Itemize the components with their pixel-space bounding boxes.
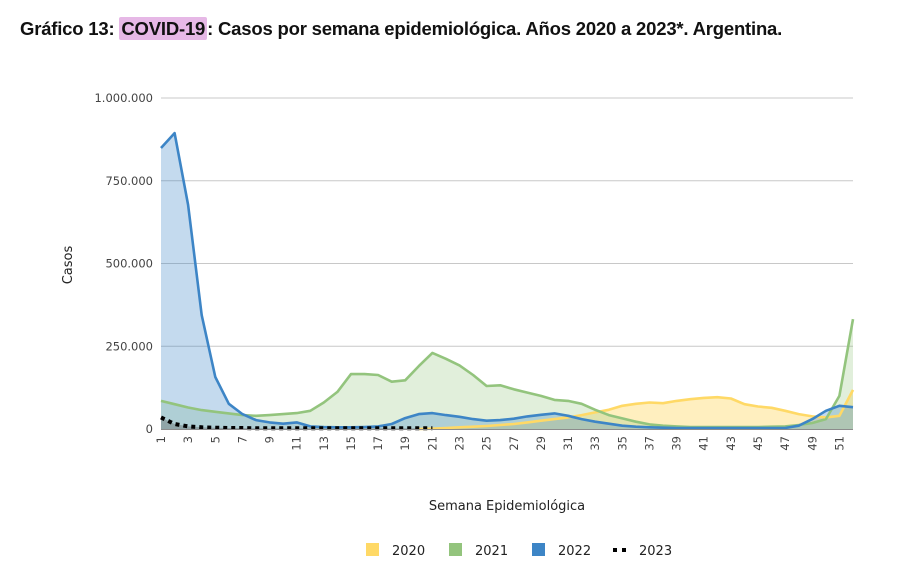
y-tick-label: 750.000 [105,174,153,188]
area-2020 [418,389,853,429]
legend-label-2023: 2023 [639,544,672,559]
x-tick-label: 39 [670,436,684,451]
line-2020 [418,389,855,431]
x-tick-label: 5 [208,436,222,443]
chart-title: Gráfico 13: COVID-19: Casos por semana e… [20,17,783,40]
legend-swatch-2023 [622,548,626,552]
legend-swatch-2020 [366,543,379,556]
x-tick-label: 35 [615,436,629,451]
y-tick-label: 500.000 [105,257,153,271]
x-tick-label: 9 [263,436,277,443]
legend-swatch-2023 [613,548,617,552]
x-tick-label: 43 [724,436,738,451]
legend: 2020 2021 2022 2023 [366,543,672,559]
x-axis-label: Semana Epidemiológica [429,499,585,514]
y-tick-label: 250.000 [105,339,153,353]
legend-swatch-2021 [449,543,462,556]
legend-label-2020: 2020 [392,544,425,559]
y-tick-label: 0 [146,422,153,436]
x-tick-label: 17 [371,436,385,451]
x-tick-label: 41 [697,436,711,451]
y-axis-label: Casos [61,246,76,285]
x-tick-label: 15 [344,436,358,451]
x-tick-label: 19 [398,436,412,451]
title-suffix: : Casos por semana epidemiológica. Años … [207,18,783,39]
x-tick-label: 7 [235,436,249,443]
title-highlight: COVID-19 [119,17,208,40]
x-tick-label: 51 [832,436,846,451]
x-tick-label: 3 [181,436,195,443]
x-tick-labels: 1 3 5 7 9 11 13 15 17 19 21 23 25 27 29 31 33 35 37 39 41 43 4… [154,436,846,451]
gridlines [161,97,853,347]
x-tick-label: 13 [317,436,331,451]
area-2022 [161,133,853,429]
x-tick-label: 47 [778,436,792,451]
y-tick-label: 1.000.000 [94,91,153,105]
y-tick-labels: 0 250.000 500.000 750.000 1.000.000 [94,91,153,436]
x-tick-label: 33 [588,436,602,451]
title-prefix: Gráfico 13: [20,18,120,39]
x-tick-label: 21 [425,436,439,451]
line-2023 [160,415,433,431]
x-tick-label: 31 [561,436,575,451]
x-tick-label: 45 [751,436,765,451]
series-lines [160,131,855,431]
legend-label-2021: 2021 [475,544,508,559]
x-tick-label: 27 [507,436,521,451]
series-areas [161,133,853,429]
x-tick-label: 49 [805,436,819,451]
x-tick-label: 29 [534,436,548,451]
x-tick-label: 25 [480,436,494,451]
x-tick-label: 1 [154,436,168,443]
line-2022 [160,131,854,430]
x-tick-label: 11 [290,436,304,451]
legend-label-2022: 2022 [558,544,591,559]
legend-swatch-2022 [532,543,545,556]
x-tick-label: 37 [642,436,656,451]
area-2023 [161,417,433,429]
x-tick-label: 23 [453,436,467,451]
area-2021 [161,319,853,429]
